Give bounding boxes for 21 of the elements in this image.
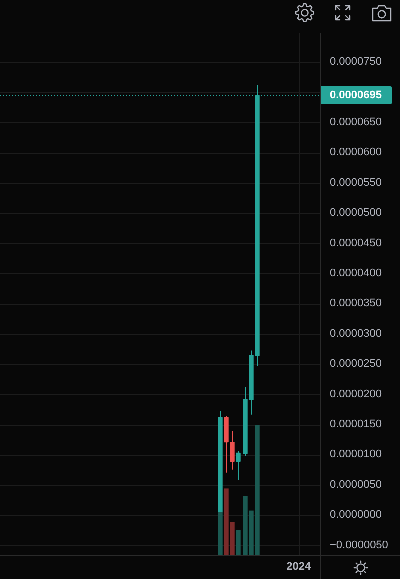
y-tick-label: 0.0000550 [330,176,382,189]
y-tick-label: 0.0000450 [330,237,382,250]
y-tick-label: 0.0000500 [330,207,382,220]
y-tick-label: 0.0000750 [330,56,382,68]
y-tick-label: 0.0000600 [330,146,382,159]
y-tick-label: 0.0000350 [330,298,382,310]
y-tick-label: 0.0000100 [330,448,382,461]
y-tick-label: −0.0000050 [330,539,388,552]
y-tick-label: 0.0000000 [330,509,382,522]
y-tick-label: 0.0000650 [330,116,382,128]
y-tick-label: 0.0000200 [330,388,382,400]
ref-line-label: 0.0000695 [330,90,382,102]
y-tick-label: 0.0000050 [330,478,382,491]
candlestick [236,450,241,481]
bar [218,512,223,555]
bar [236,530,241,555]
y-tick-label: 0.0000400 [330,267,382,280]
x-tick-label: 2024 [286,561,312,573]
y-tick-label: 0.0000300 [330,328,382,340]
y-tick-label: 0.0000250 [330,358,382,370]
y-tick-label: 0.0000150 [330,418,382,430]
